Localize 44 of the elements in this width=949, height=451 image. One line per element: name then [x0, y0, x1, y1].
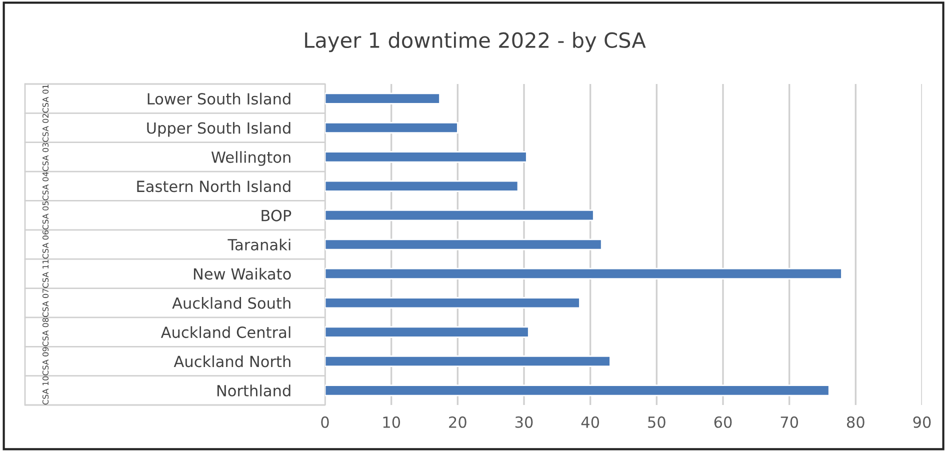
- text: CSA 01: [42, 84, 49, 113]
- text: CSA 03: [42, 142, 49, 172]
- x-tick-label: 30: [515, 416, 533, 428]
- text: CSA 11: [42, 260, 49, 288]
- bar: [325, 326, 530, 338]
- bar: [325, 92, 440, 104]
- bar: [325, 151, 528, 163]
- bar: [325, 180, 519, 192]
- y-tick-label: Auckland North: [174, 355, 290, 368]
- x-tick-label: 90: [913, 416, 931, 428]
- bar: [325, 238, 602, 250]
- y-tick-label: Taranaki: [228, 238, 290, 251]
- x-tick-label: 60: [714, 416, 732, 428]
- x-tick-label: 80: [846, 416, 864, 428]
- bar: [325, 297, 580, 309]
- y-tick-label: Lower South Island: [148, 92, 290, 105]
- bar: [325, 122, 458, 134]
- bar: [325, 268, 842, 280]
- x-tick-label: 0: [321, 416, 329, 428]
- x-tick-label: 50: [648, 416, 666, 428]
- bar: [325, 355, 611, 368]
- y-tick-label: BOP: [262, 210, 292, 222]
- x-tick-label: 70: [780, 416, 798, 428]
- bar: [325, 210, 594, 222]
- text: CSA 10: [42, 376, 49, 405]
- text: CSA 04: [42, 172, 49, 200]
- text: CSA 02: [42, 114, 49, 142]
- y-tick-label: Upper South Island: [147, 122, 290, 137]
- y-tick-label: Wellington: [211, 151, 290, 166]
- text: CSA 08: [42, 318, 49, 346]
- text: CSA 06: [42, 230, 49, 259]
- y-tick-label: Eastern North Island: [137, 180, 290, 192]
- text: CSA 05: [42, 201, 49, 230]
- text: CSA 07: [42, 288, 49, 318]
- x-tick-label: 20: [449, 416, 466, 428]
- chart-title: Layer 1 downtime 2022 - by CSA: [305, 32, 646, 52]
- bar: [325, 384, 830, 396]
- x-tick-label: 40: [581, 416, 600, 428]
- y-tick-label: Auckland South: [172, 297, 290, 309]
- x-tick-label: 10: [383, 416, 400, 428]
- y-tick-label: New Waikato: [194, 268, 291, 280]
- y-tick-label: Northland: [217, 384, 290, 396]
- text: CSA 09: [42, 347, 49, 376]
- y-tick-label: Auckland Central: [160, 326, 290, 338]
